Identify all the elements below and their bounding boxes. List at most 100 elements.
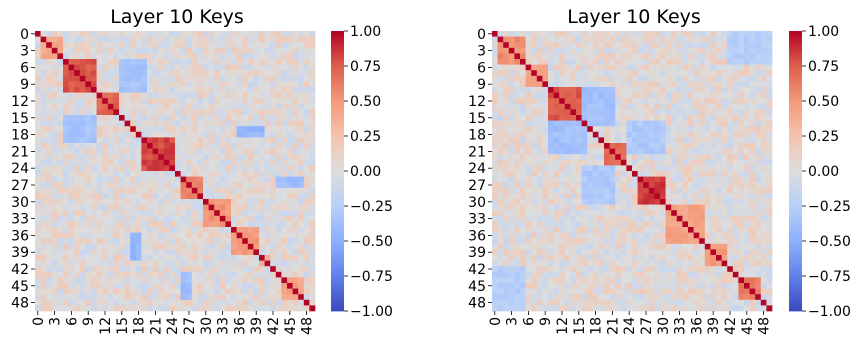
- heatmap-cell: [35, 148, 41, 155]
- heatmap-cell: [704, 227, 711, 233]
- heatmap-cell: [548, 238, 554, 245]
- heatmap-cell: [191, 81, 198, 88]
- heatmap-cell: [119, 271, 125, 278]
- heatmap-cell: [525, 53, 532, 60]
- heatmap-cell: [309, 154, 316, 161]
- heatmap-cell: [68, 81, 75, 88]
- heatmap-cell: [169, 249, 176, 256]
- heatmap-cell: [197, 266, 204, 273]
- heatmap-cell: [609, 260, 616, 267]
- heatmap-cell: [180, 159, 187, 166]
- heatmap-cell: [186, 137, 193, 144]
- heatmap-cell: [169, 176, 176, 183]
- heatmap-cell: [760, 171, 767, 177]
- heatmap-cell: [581, 103, 588, 110]
- heatmap-cell: [699, 53, 706, 60]
- heatmap-cell: [247, 47, 254, 54]
- heatmap-cell: [738, 81, 745, 88]
- heatmap-cell: [721, 154, 728, 161]
- heatmap-cell: [186, 238, 193, 245]
- heatmap-cell: [587, 187, 594, 194]
- heatmap-cell: [497, 109, 504, 116]
- heatmap-cell: [548, 277, 554, 284]
- heatmap-cell: [744, 255, 750, 261]
- heatmap-cell: [710, 243, 717, 250]
- heatmap-cell: [147, 182, 153, 189]
- heatmap-cell: [292, 31, 299, 37]
- heatmap-cell: [68, 221, 75, 228]
- heatmap-cell: [632, 70, 638, 77]
- heatmap-cell: [281, 165, 288, 172]
- heatmap-cell: [57, 59, 64, 65]
- heatmap-cell: [660, 204, 666, 211]
- heatmap-cell: [626, 64, 633, 71]
- heatmap-cell: [637, 266, 644, 273]
- heatmap-cell: [96, 70, 103, 77]
- heatmap-cell: [287, 215, 293, 222]
- heatmap-cell: [147, 232, 153, 239]
- heatmap-cell: [287, 232, 293, 239]
- heatmap-cell: [570, 31, 577, 37]
- heatmap-cell: [303, 232, 310, 239]
- heatmap-cell: [760, 232, 767, 239]
- heatmap-cell: [253, 171, 260, 177]
- heatmap-cell: [113, 143, 120, 149]
- heatmap-cell: [107, 143, 114, 149]
- heatmap-cell: [643, 120, 650, 127]
- heatmap-cell: [615, 81, 622, 88]
- heatmap-cell: [141, 159, 148, 166]
- heatmap-cell: [682, 199, 689, 205]
- heatmap-cell: [40, 115, 47, 121]
- heatmap-cell: [242, 36, 249, 43]
- heatmap-cell: [96, 137, 103, 144]
- heatmap-cell: [660, 227, 666, 233]
- heatmap-cell: [130, 221, 137, 228]
- heatmap-cell: [508, 70, 515, 77]
- heatmap-cell: [548, 143, 554, 149]
- heatmap-cell: [46, 243, 53, 250]
- heatmap-cell: [68, 47, 75, 54]
- heatmap-cell: [520, 238, 526, 245]
- colorbar-segment: [331, 266, 344, 270]
- heatmap-cell: [609, 266, 616, 273]
- heatmap-cell: [598, 182, 605, 189]
- heatmap-cell: [197, 199, 204, 205]
- heatmap-cell: [497, 260, 504, 267]
- heatmap-cell: [615, 176, 622, 183]
- heatmap-cell: [35, 131, 41, 138]
- heatmap-cell: [699, 103, 706, 110]
- heatmap-cell: [609, 98, 616, 105]
- heatmap-cell: [309, 215, 316, 222]
- heatmap-cell: [665, 255, 672, 261]
- heatmap-cell: [760, 277, 767, 284]
- heatmap-cell: [96, 98, 103, 105]
- heatmap-cell: [197, 53, 204, 60]
- heatmap-cell: [548, 182, 554, 189]
- heatmap-cell: [671, 109, 678, 116]
- heatmap-cell: [542, 81, 549, 88]
- heatmap-cell: [236, 70, 243, 77]
- heatmap-cell: [576, 103, 582, 110]
- heatmap-cell: [615, 159, 622, 166]
- heatmap-cell: [587, 47, 594, 54]
- heatmap-cell: [79, 204, 86, 211]
- heatmap-cell: [96, 210, 103, 217]
- heatmap-cell: [57, 75, 64, 82]
- heatmap-cell: [548, 137, 554, 144]
- heatmap-cell: [124, 305, 131, 312]
- heatmap-cell: [231, 47, 237, 54]
- heatmap-cell: [615, 92, 622, 99]
- heatmap-cell: [231, 171, 237, 177]
- heatmap-cell: [147, 42, 153, 49]
- heatmap-cell: [542, 182, 549, 189]
- heatmap-cell: [253, 266, 260, 273]
- heatmap-cell: [721, 36, 728, 43]
- heatmap-cell: [51, 98, 58, 105]
- colorbar-segment: [331, 115, 344, 118]
- heatmap-cell: [716, 187, 722, 194]
- heatmap-cell: [169, 103, 176, 110]
- heatmap-cell: [660, 120, 666, 127]
- heatmap-cell: [85, 243, 92, 250]
- heatmap-cell: [242, 182, 249, 189]
- heatmap-cell: [203, 249, 209, 256]
